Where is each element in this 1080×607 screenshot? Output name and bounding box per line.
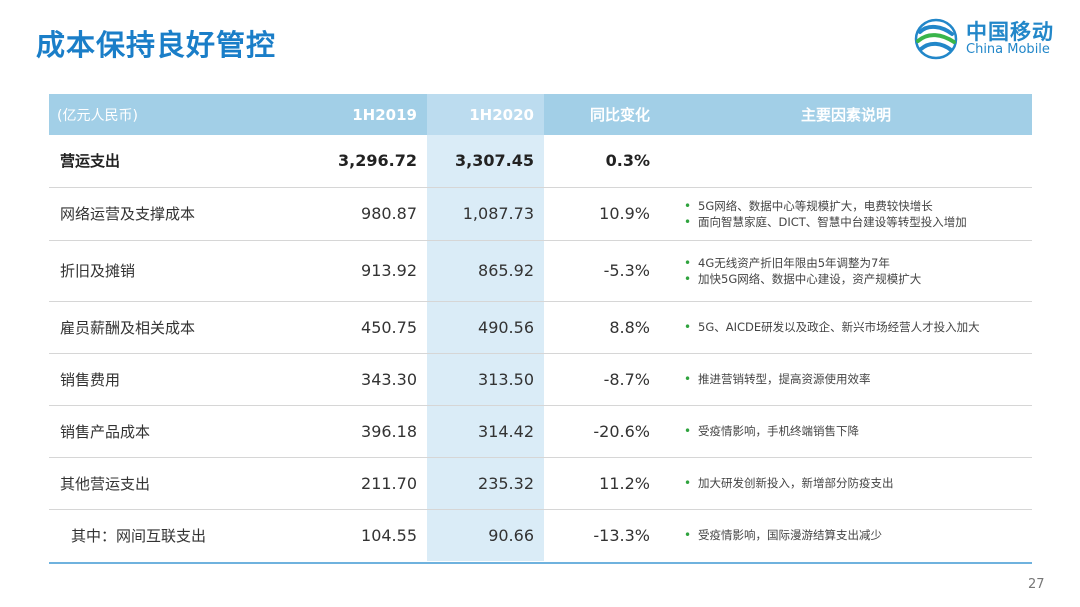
page-title: 成本保持良好管控 xyxy=(36,28,277,62)
factor-list: 4G无线资产折旧年限由5年调整为7年加快5G网络、数据中心建设，资产规模扩大 xyxy=(684,255,1032,287)
value-yoy-change: -13.3% xyxy=(593,525,650,545)
logo-text-cn: 中国移动 xyxy=(966,20,1054,44)
factor-notes: 4G无线资产折旧年限由5年调整为7年加快5G网络、数据中心建设，资产规模扩大 xyxy=(660,240,1032,301)
value-1h2019: 450.75 xyxy=(361,317,417,337)
header-yoy-change: 同比变化 xyxy=(589,106,650,124)
value-yoy-change: 0.3% xyxy=(605,151,650,171)
row-label: 网络运营及支撑成本 xyxy=(60,205,196,223)
value-1h2019: 211.70 xyxy=(361,473,417,493)
row-label: 其他营运支出 xyxy=(60,474,151,493)
value-1h2020: 235.32 xyxy=(427,457,544,509)
factor-notes: 5G、AICDE研发以及政企、新兴市场经营人才投入加大 xyxy=(660,301,1032,353)
factor-notes: 推进营销转型，提高资源使用效率 xyxy=(660,353,1032,405)
value-yoy-change: -5.3% xyxy=(603,261,650,280)
row-label: 营运支出 xyxy=(60,152,121,171)
header-1h2020: 1H2020 xyxy=(427,94,544,135)
factor-list: 5G网络、数据中心等规模扩大，电费较快增长面向智慧家庭、DICT、智慧中台建设等… xyxy=(684,198,1032,230)
value-1h2019: 3,296.72 xyxy=(338,151,417,171)
value-1h2020: 3,307.45 xyxy=(427,135,544,187)
factor-notes: 受疫情影响，手机终端销售下降 xyxy=(660,405,1032,457)
value-1h2019: 980.87 xyxy=(361,204,417,223)
value-yoy-change: -20.6% xyxy=(593,421,650,441)
table-row: 销售产品成本 396.18 314.42 -20.6% 受疫情影响，手机终端销售下降 xyxy=(49,405,1032,457)
factor-item: 4G无线资产折旧年限由5年调整为7年 xyxy=(684,255,1032,271)
factor-item: 加大研发创新投入，新增部分防疫支出 xyxy=(684,475,1032,491)
factor-list: 受疫情影响，国际漫游结算支出减少 xyxy=(684,527,1032,543)
row-label: 销售费用 xyxy=(60,370,121,389)
row-label: 折旧及摊销 xyxy=(60,262,136,280)
table-row: 折旧及摊销 913.92 865.92 -5.3% 4G无线资产折旧年限由5年调整为7年… xyxy=(49,240,1032,301)
factor-item: 面向智慧家庭、DICT、智慧中台建设等转型投入增加 xyxy=(684,214,1032,230)
value-yoy-change: -8.7% xyxy=(603,369,650,389)
value-1h2020: 90.66 xyxy=(427,509,544,561)
row-label: 雇员薪酬及相关成本 xyxy=(60,318,196,337)
table-header-row: (亿元人民币) 1H2019 1H2020 同比变化 主要因素说明 xyxy=(49,94,1032,135)
table-row: 其中：网间互联支出 104.55 90.66 -13.3% 受疫情影响，国际漫游结算支出… xyxy=(49,509,1032,561)
row-label: 其中：网间互联支出 xyxy=(71,526,207,545)
cost-table: (亿元人民币) 1H2019 1H2020 同比变化 主要因素说明 营运支出 3,… xyxy=(49,94,1032,561)
factor-notes: 5G网络、数据中心等规模扩大，电费较快增长面向智慧家庭、DICT、智慧中台建设等… xyxy=(660,187,1032,240)
value-yoy-change: 10.9% xyxy=(599,204,650,223)
value-1h2020: 865.92 xyxy=(427,240,544,301)
value-1h2019: 343.30 xyxy=(361,369,417,389)
factor-item: 5G网络、数据中心等规模扩大，电费较快增长 xyxy=(684,198,1032,214)
table-row: 其他营运支出 211.70 235.32 11.2% 加大研发创新投入，新增部分防疫支出 xyxy=(49,457,1032,509)
factor-notes: 受疫情影响，国际漫游结算支出减少 xyxy=(660,509,1032,561)
value-1h2019: 104.55 xyxy=(361,525,417,545)
value-1h2020: 314.42 xyxy=(427,405,544,457)
factor-item: 受疫情影响，手机终端销售下降 xyxy=(684,423,1032,439)
china-mobile-logo-icon xyxy=(914,18,958,60)
row-label: 销售产品成本 xyxy=(60,422,151,441)
page-number: 27 xyxy=(1028,577,1045,592)
header-main-factors: 主要因素说明 xyxy=(800,106,891,124)
table-row: 雇员薪酬及相关成本 450.75 490.56 8.8% 5G、AICDE研发以及政企、… xyxy=(49,301,1032,353)
china-mobile-logo: 中国移动 China Mobile xyxy=(912,14,1062,66)
value-yoy-change: 8.8% xyxy=(609,317,650,337)
factor-item: 5G、AICDE研发以及政企、新兴市场经营人才投入加大 xyxy=(684,319,1032,335)
logo-text-en: China Mobile xyxy=(966,42,1050,57)
factor-list: 加大研发创新投入，新增部分防疫支出 xyxy=(684,475,1032,491)
factor-notes xyxy=(660,135,1032,187)
value-1h2020: 490.56 xyxy=(427,301,544,353)
factor-list: 推进营销转型，提高资源使用效率 xyxy=(684,371,1032,387)
value-yoy-change: 11.2% xyxy=(599,473,650,493)
table-row: 销售费用 343.30 313.50 -8.7% 推进营销转型，提高资源使用效率 xyxy=(49,353,1032,405)
value-1h2020: 313.50 xyxy=(427,353,544,405)
factor-list: 受疫情影响，手机终端销售下降 xyxy=(684,423,1032,439)
factor-item: 受疫情影响，国际漫游结算支出减少 xyxy=(684,527,1032,543)
table-row: 营运支出 3,296.72 3,307.45 0.3% xyxy=(49,135,1032,187)
factor-item: 加快5G网络、数据中心建设，资产规模扩大 xyxy=(684,271,1032,287)
header-1h2019: 1H2019 xyxy=(352,105,417,124)
value-1h2019: 396.18 xyxy=(361,421,417,441)
factor-list: 5G、AICDE研发以及政企、新兴市场经营人才投入加大 xyxy=(684,319,1032,335)
value-1h2019: 913.92 xyxy=(361,261,417,280)
header-unit: (亿元人民币) xyxy=(57,107,138,124)
table-bottom-rule xyxy=(49,562,1032,564)
factor-notes: 加大研发创新投入，新增部分防疫支出 xyxy=(660,457,1032,509)
value-1h2020: 1,087.73 xyxy=(427,187,544,240)
factor-item: 推进营销转型，提高资源使用效率 xyxy=(684,371,1032,387)
table-row: 网络运营及支撑成本 980.87 1,087.73 10.9% 5G网络、数据中心等规模… xyxy=(49,187,1032,240)
